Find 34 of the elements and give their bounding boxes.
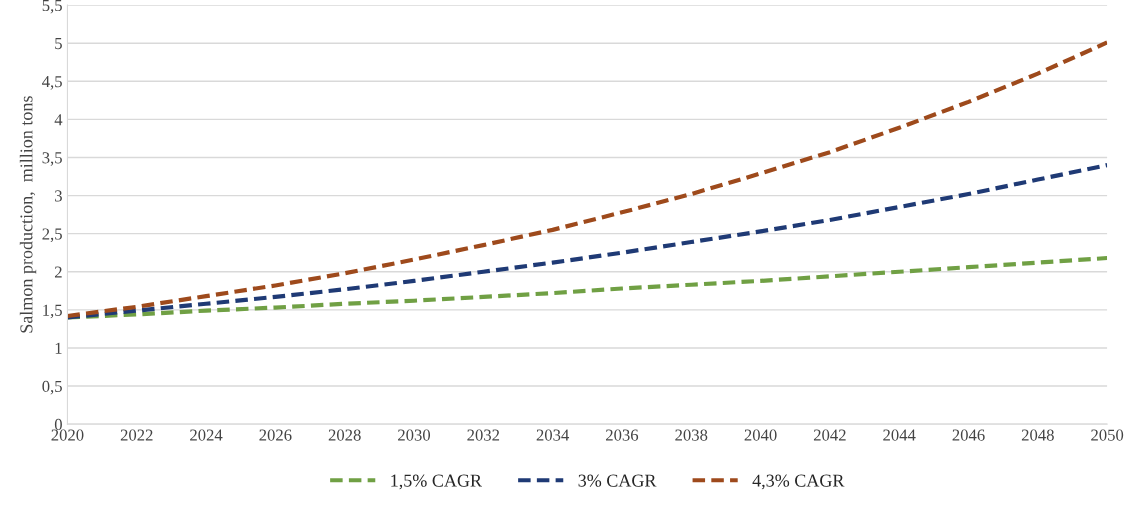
y-tick-label: 0,5 — [42, 380, 62, 395]
y-tick-label: 3,5 — [42, 152, 62, 166]
y-tick-label: 4 — [54, 114, 63, 126]
x-tick-label: 2020 — [51, 429, 84, 441]
line-series — [67, 40, 1108, 319]
x-tick-label: 2038 — [675, 429, 708, 441]
x-tick-label: 2028 — [328, 429, 361, 441]
y-tick-label: 1,5 — [43, 304, 62, 319]
x-tick-label: 2036 — [606, 429, 639, 441]
y-tick-label: 2 — [54, 266, 62, 278]
x-tick-label: 2050 — [1091, 429, 1124, 441]
x-tick-label: 2032 — [467, 429, 500, 441]
legend-label: 4,3% CAGR — [752, 474, 845, 490]
x-tick-label: 2048 — [1021, 429, 1054, 441]
x-tick-label: 2042 — [813, 429, 846, 441]
x-tick-label: 2024 — [190, 429, 223, 441]
y-tick-label: 5,5 — [42, 0, 62, 14]
y-tick-label: 5 — [55, 38, 62, 50]
legend-label: 1,5% CAGR — [391, 474, 482, 490]
legend-label: 3% CAGR — [578, 474, 657, 487]
x-tick-label: 2030 — [398, 429, 431, 441]
x-tick-label: 2034 — [536, 429, 570, 441]
y-tick-label: 4,5 — [42, 76, 62, 90]
x-tick-label: 2040 — [744, 429, 777, 441]
y-tick-label: 1 — [55, 342, 62, 354]
line-series — [67, 163, 1108, 320]
x-tick-label: 2022 — [120, 429, 153, 441]
x-tick-label: 2046 — [952, 429, 985, 441]
x-tick-label: 2044 — [883, 429, 916, 441]
y-axis-title: Salmon production, million tons — [19, 96, 37, 333]
x-tick-label: 2026 — [259, 429, 292, 441]
y-tick-label: 2,5 — [42, 228, 62, 243]
y-tick-label: 3 — [55, 190, 62, 202]
line-series — [67, 255, 1108, 320]
